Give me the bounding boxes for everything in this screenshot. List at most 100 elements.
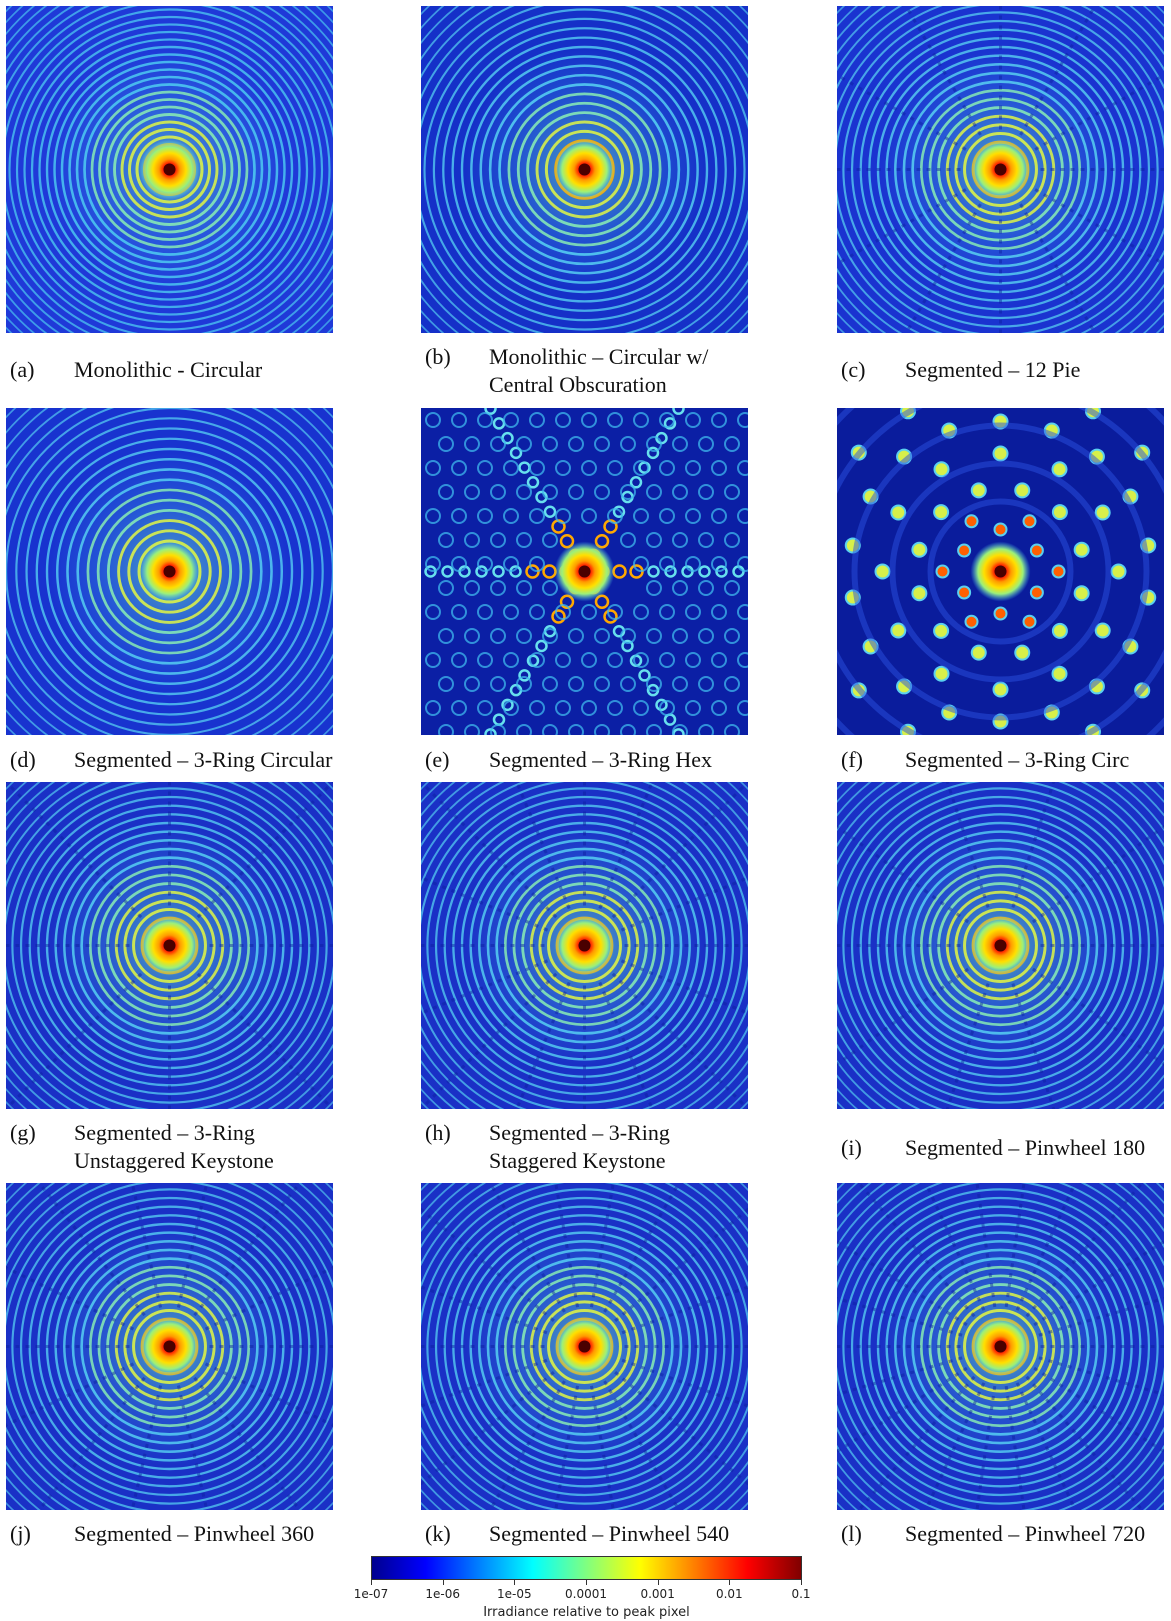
psf-spot: [1051, 461, 1068, 478]
caption-letter: (a): [10, 357, 35, 382]
psf-speckle: [477, 508, 493, 524]
psf-ring: [516, 101, 653, 238]
psf-ring: [37, 813, 302, 1078]
psf-spot: [993, 522, 1008, 537]
psf-spoke: [6, 1266, 135, 1331]
psf-ring: [963, 1309, 1038, 1384]
psf-speckle: [659, 460, 675, 476]
psf-peak: [578, 163, 591, 176]
psf-speckle: [620, 724, 636, 735]
psf-spoke: [421, 876, 549, 932]
psf-ring: [521, 1283, 648, 1410]
colorbar-tick: [801, 1580, 802, 1585]
psf-speckle: [633, 652, 649, 668]
psf-speckle: [672, 676, 688, 692]
psf-ring: [547, 1309, 622, 1384]
psf-speckle: [724, 436, 740, 452]
psf-ring: [911, 80, 1090, 259]
psf-ring: [963, 908, 1038, 983]
psf-spoke: [620, 959, 748, 1015]
psf-spoke: [598, 981, 654, 1109]
psf-ring: [37, 1214, 302, 1479]
psf-speckle: [711, 604, 727, 620]
psf-speckle: [529, 604, 545, 620]
psf-ring: [535, 120, 634, 219]
psf-ring: [460, 821, 709, 1070]
psf-peak: [994, 939, 1007, 952]
psf-speckle: [555, 604, 571, 620]
psf-ring: [486, 1248, 683, 1445]
psf-speckle: [737, 412, 748, 428]
psf-ring: [919, 88, 1082, 251]
psf-spoke: [130, 1183, 163, 1308]
psf-speckle: [724, 676, 740, 692]
psf-ring: [106, 1283, 233, 1410]
psf-ring: [128, 128, 211, 211]
psf-ring: [498, 83, 671, 256]
colorbar-tick: [657, 1580, 659, 1585]
psf-spot: [964, 614, 979, 629]
psf-speckle: [607, 652, 623, 668]
psf-ring: [63, 839, 276, 1052]
psf-ring: [850, 19, 1151, 320]
psf-image: [421, 1183, 748, 1510]
psf-panel-c: [837, 6, 1164, 333]
psf-ring: [45, 1222, 294, 1471]
psf-speckle: [672, 724, 688, 735]
psf-speckle: [711, 460, 727, 476]
psf-speckle: [490, 484, 506, 500]
psf-image: [6, 1183, 333, 1510]
psf-ring: [88, 1265, 251, 1428]
psf-spot: [874, 563, 891, 580]
psf-speckle: [425, 556, 441, 572]
psf-spoke: [130, 1385, 163, 1510]
psf-ring: [470, 55, 699, 284]
psf-spoke: [193, 1376, 302, 1510]
psf-speckle: [503, 700, 519, 716]
psf-spoke: [837, 824, 970, 924]
psf-peak: [578, 565, 591, 578]
psf-speckle: [529, 508, 545, 524]
psf-ring: [451, 36, 718, 303]
psf-speckle: [516, 436, 532, 452]
psf-spot: [992, 681, 1009, 698]
psf-ring: [97, 1274, 242, 1419]
psf-speckle: [659, 700, 675, 716]
caption-letter: (l): [841, 1521, 862, 1546]
psf-ring: [452, 1214, 717, 1479]
psf-speckle: [724, 532, 740, 548]
psf-spoke: [621, 1285, 748, 1335]
psf-speckle: [464, 532, 480, 548]
psf-speckle: [607, 604, 623, 620]
psf-ring: [45, 821, 294, 1070]
psf-spot: [992, 445, 1009, 462]
psf-speckle: [501, 698, 514, 712]
psf-ring: [442, 27, 727, 312]
psf-spoke: [515, 782, 571, 910]
psf-speckle: [438, 532, 454, 548]
psf-spot: [1051, 564, 1066, 579]
psf-spoke: [837, 1239, 968, 1327]
psf-speckle: [503, 652, 519, 668]
psf-ring: [45, 447, 294, 696]
psf-speckle: [672, 436, 688, 452]
psf-speckle: [492, 565, 505, 578]
psf-speckle: [646, 436, 662, 452]
caption-text: Segmented – 3-Ring Circular: [74, 747, 333, 772]
psf-speckle: [529, 652, 545, 668]
psf-ring: [937, 1283, 1064, 1410]
psf-speckle: [438, 436, 454, 452]
psf-ring: [11, 1188, 328, 1505]
psf-speckle: [568, 724, 584, 735]
psf-spoke: [924, 1382, 986, 1510]
psf-spoke: [1004, 1183, 1026, 1308]
psf-spoke: [621, 1358, 748, 1408]
psf-peak: [163, 565, 176, 578]
psf-speckle: [663, 417, 677, 430]
psf-image: [421, 782, 748, 1109]
psf-speckle: [711, 556, 727, 572]
psf-peak: [994, 163, 1007, 176]
psf-spoke: [515, 981, 571, 1109]
psf-ring: [919, 1265, 1082, 1428]
psf-panel-b: [421, 6, 748, 333]
